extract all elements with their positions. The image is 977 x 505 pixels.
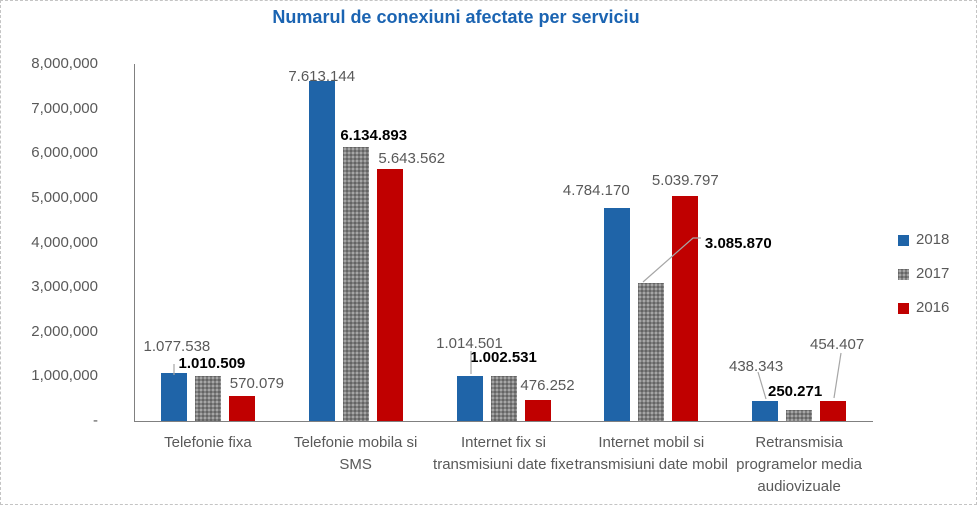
legend-item-2016: 2016 [898, 298, 949, 318]
bar-2018 [456, 375, 483, 421]
legend-label-2018: 2018 [916, 231, 950, 248]
data-label-2016: 5.039.797 [651, 172, 719, 190]
x-category-label: Internet fix si transmisiuni date fixe [433, 434, 574, 473]
y-tick-label: 6,000,000 [31, 144, 98, 162]
bar-2018 [604, 207, 631, 421]
y-tick-label: 3,000,000 [31, 278, 98, 296]
bar-2017 [194, 375, 221, 421]
bar-2016 [376, 169, 403, 421]
y-tick-label: 1,000,000 [31, 367, 98, 385]
legend-swatch-2016 [898, 302, 909, 314]
data-label-2016: 476.252 [520, 376, 575, 394]
y-tick-label: 8,000,000 [31, 55, 98, 72]
data-label-2018: 7.613.144 [288, 68, 356, 86]
data-label-2017: 250.271 [767, 382, 823, 400]
x-category-label: Telefonie mobila si SMS [293, 434, 418, 473]
bar-2018 [160, 372, 187, 421]
legend-label-2016: 2016 [916, 299, 950, 316]
data-label-2017: 1.010.509 [178, 354, 246, 372]
bar-2016 [820, 400, 847, 421]
bar-2016 [672, 196, 699, 421]
data-label-2017: 1.002.531 [470, 349, 537, 367]
x-category-label: Retransmisia programelor media audiovizu… [736, 434, 863, 495]
y-tick-label: 7,000,000 [31, 99, 98, 117]
data-label-2017: 3.085.870 [704, 235, 772, 253]
data-label-2018: 438.343 [728, 358, 784, 376]
legend-swatch-2017 [898, 268, 909, 280]
x-category-label: Internet mobil si transmisiuni date mobi… [574, 434, 728, 473]
y-tick-label: - [93, 412, 98, 429]
bar-2017 [638, 283, 665, 421]
bar-2017 [342, 147, 369, 421]
data-label-2018: 1.077.538 [143, 337, 211, 355]
bar-2016 [524, 399, 551, 421]
legend-item-2017: 2017 [898, 264, 949, 284]
y-tick-label: 2,000,000 [31, 322, 98, 340]
data-label-2016: 454.407 [809, 335, 865, 353]
data-label-2017: 6.134.893 [340, 127, 408, 145]
data-label-2016: 570.079 [229, 374, 285, 392]
data-label-2018: 1.014.501 [436, 334, 503, 352]
data-label-2018: 4.784.170 [562, 181, 630, 199]
legend-swatch-2018 [898, 234, 909, 246]
chart-title: Numarul de conexiuni afectate per servic… [272, 7, 640, 27]
y-tick-label: 4,000,000 [31, 233, 98, 251]
legend-item-2018: 2018 [898, 230, 949, 250]
x-axis-line [134, 421, 873, 422]
bar-2018 [308, 81, 335, 421]
bar-2017 [786, 409, 813, 421]
bar-2017 [490, 376, 517, 421]
x-category-label: Telefonie fixa [164, 434, 252, 451]
y-axis-line [134, 64, 135, 421]
y-tick-label: 5,000,000 [31, 188, 98, 206]
bar-2016 [228, 395, 255, 421]
bar-2018 [752, 401, 779, 421]
data-label-2016: 5.643.562 [378, 150, 446, 168]
legend-label-2017: 2017 [916, 265, 950, 282]
